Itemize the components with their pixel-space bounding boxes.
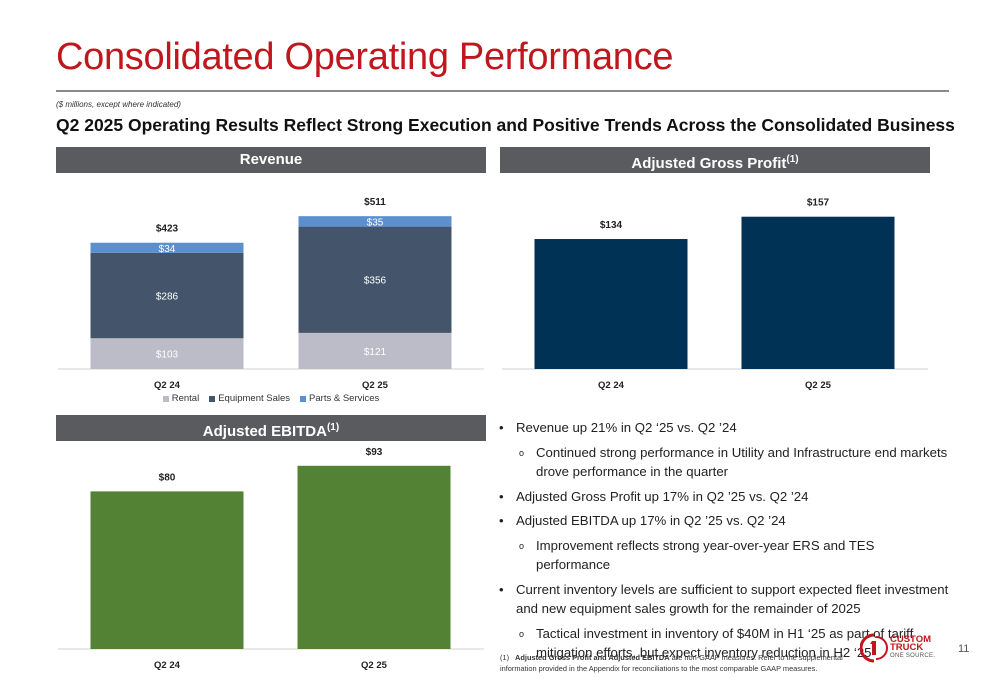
legend-item-parts-services: Parts & Services <box>300 393 379 404</box>
title-divider <box>56 90 949 92</box>
bullet-item: Current inventory levels are sufficient … <box>497 580 952 619</box>
logo-line1: CUSTOM <box>890 634 931 645</box>
legend-item-equipment-sales: Equipment Sales <box>209 393 290 404</box>
revenue-label-rental-2: $121 <box>364 347 387 358</box>
ebitda-chart: $80 Q2 24 $93 Q2 25 <box>58 447 484 671</box>
footnote-text: are non-GAAP measures. Refer to the supp… <box>500 653 843 673</box>
gross-profit-header: Adjusted Gross Profit(1) <box>500 147 930 173</box>
revenue-bar-parts-services-2 <box>298 216 452 227</box>
revenue-bar-parts-services-1 <box>90 242 244 253</box>
revenue-header-label: Revenue <box>239 151 303 168</box>
revenue-bar-equipment-sales-2 <box>298 226 452 333</box>
ebitda-bar-1 <box>90 491 244 649</box>
key-points-list: Revenue up 21% in Q2 ‘25 vs. Q2 ’24 Conti… <box>497 418 952 668</box>
revenue-label-equipment-sales-1: $286 <box>156 292 179 303</box>
revenue-total-label-2: $511 <box>364 197 386 208</box>
legend-item-rental: Rental <box>162 393 200 404</box>
ebitda-category-label-1: Q2 24 <box>154 660 181 671</box>
sub-bullet-item: Tactical investment in inventory of $40M… <box>497 624 952 663</box>
footnote-bold: Adjusted Gross Profit and Adjusted EBITD… <box>515 653 670 662</box>
legend-swatch-parts-services <box>300 395 307 402</box>
gross-profit-header-label: Adjusted Gross Profit <box>631 155 787 172</box>
ebitda-bar-2 <box>297 465 451 649</box>
ebitda-value-label-1: $80 <box>159 472 176 483</box>
page-number: 11 <box>958 643 970 655</box>
revenue-label-parts-services-2: $35 <box>367 217 384 228</box>
ebitda-header-label: Adjusted EBITDA <box>202 423 327 440</box>
gross-profit-category-label-2: Q2 25 <box>805 380 832 391</box>
revenue-header: Revenue <box>56 147 486 173</box>
bullet-item: Adjusted EBITDA up 17% in Q2 ’25 vs. Q2 … <box>497 511 952 531</box>
revenue-label-rental-1: $103 <box>156 350 179 361</box>
footnote-number: (1) <box>500 653 510 662</box>
gross-profit-category-label-1: Q2 24 <box>598 380 625 391</box>
revenue-total-label-1: $423 <box>156 224 179 235</box>
revenue-bar-equipment-sales-1 <box>90 252 244 339</box>
revenue-label-equipment-sales-2: $356 <box>364 276 387 287</box>
revenue-bar-rental-2 <box>298 332 452 369</box>
revenue-label-parts-services-1: $34 <box>159 244 176 255</box>
revenue-chart: $103 $286 $34 $423 Q2 24 $121 $356 $35 $511 Q2 25 <box>58 197 484 391</box>
gross-profit-bar-2 <box>741 216 895 369</box>
logo-line2: TRUCK <box>890 642 924 653</box>
gross-profit-value-label-2: $157 <box>807 198 830 209</box>
legend-swatch-equipment-sales <box>209 395 216 402</box>
gross-profit-bar-1 <box>534 239 688 369</box>
legend-label-parts-services: Parts & Services <box>309 393 380 404</box>
revenue-category-label-2: Q2 25 <box>362 380 389 391</box>
footnote: (1) Adjusted Gross Profit and Adjusted EB… <box>500 652 860 674</box>
ebitda-category-label-2: Q2 25 <box>361 660 388 671</box>
units-note: ($ millions, except where indicated) <box>56 100 181 109</box>
logo-mark-icon <box>859 633 888 663</box>
sub-bullet-item: Continued strong performance in Utility … <box>497 443 952 482</box>
ebitda-footnote-marker: (1) <box>326 422 340 433</box>
gross-profit-value-label-1: $134 <box>600 220 623 231</box>
revenue-category-label-1: Q2 24 <box>154 380 181 391</box>
gross-profit-footnote-marker: (1) <box>786 154 799 165</box>
bullet-item: Adjusted Gross Profit up 17% in Q2 ’25 v… <box>497 487 952 507</box>
ebitda-value-label-2: $93 <box>366 447 383 458</box>
bullet-item: Revenue up 21% in Q2 ‘25 vs. Q2 ’24 <box>497 418 952 438</box>
legend-label-rental: Rental <box>171 393 200 404</box>
page-title: Consolidated Operating Performance <box>56 36 674 78</box>
gross-profit-chart: $134 Q2 24 $157 Q2 25 <box>502 198 928 391</box>
sub-bullet-item: Improvement reflects strong year-over-ye… <box>497 536 952 575</box>
legend-label-equipment-sales: Equipment Sales <box>218 393 291 404</box>
revenue-legend: Rental Equipment Sales Parts & Services <box>56 393 486 404</box>
page-subtitle: Q2 2025 Operating Results Reflect Strong… <box>56 115 955 135</box>
legend-swatch-rental <box>162 395 169 402</box>
ebitda-header: Adjusted EBITDA(1) <box>56 415 486 441</box>
logo-tagline: ONE SOURCE. <box>890 653 936 659</box>
revenue-bar-rental-1 <box>90 338 244 369</box>
company-logo: CUSTOM TRUCK ONE SOURCE. <box>859 633 940 663</box>
